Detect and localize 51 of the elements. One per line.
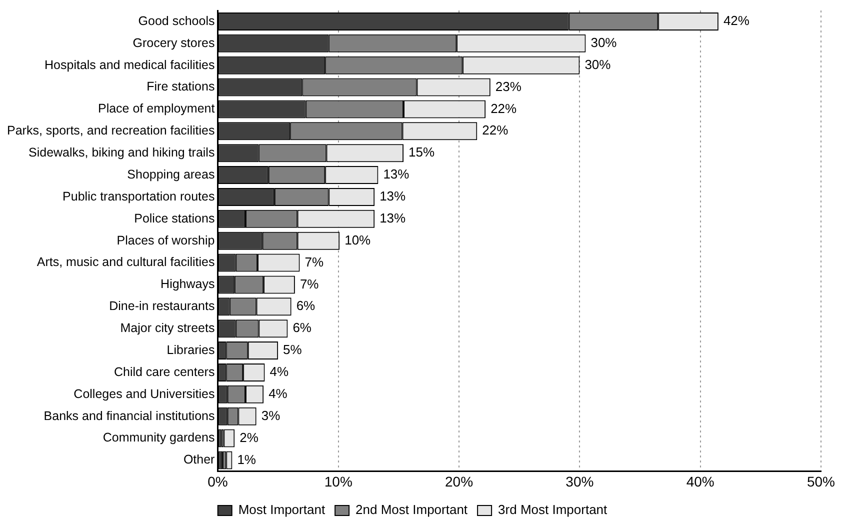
- total-label: 7%: [300, 276, 320, 292]
- total-label: 4%: [270, 364, 290, 380]
- total-label: 23%: [495, 78, 522, 94]
- total-label: 7%: [304, 254, 324, 270]
- y-tick-label: Sidewalks, biking and hiking trails: [28, 146, 215, 160]
- x-tick-label: 10%: [324, 473, 352, 490]
- total-label: 1%: [237, 452, 256, 467]
- legend-label: 2nd Most Important: [356, 502, 468, 518]
- y-tick-label: Police stations: [134, 211, 215, 226]
- y-tick-label: Fire stations: [146, 80, 215, 94]
- y-tick-label: Shopping areas: [127, 167, 215, 182]
- y-tick-label: Place of employment: [98, 102, 216, 116]
- legend-label: Most Important: [238, 502, 326, 518]
- total-label: 13%: [380, 188, 406, 204]
- x-tick-label: 30%: [566, 473, 594, 490]
- y-tick-label: Child care centers: [114, 364, 215, 379]
- x-tick-label: 40%: [686, 473, 714, 490]
- total-label: 5%: [283, 342, 302, 358]
- y-tick-label: Public transportation routes: [62, 189, 215, 204]
- x-tick-label: 20%: [445, 473, 474, 490]
- legend-label: 3rd Most Important: [498, 502, 608, 518]
- total-label: 22%: [490, 100, 518, 116]
- y-tick-label: Community gardens: [102, 430, 215, 445]
- total-label: 42%: [723, 13, 750, 28]
- total-label: 3%: [261, 408, 281, 423]
- total-label: 4%: [268, 386, 288, 401]
- y-tick-label: Hospitals and medical facilities: [44, 58, 215, 72]
- y-tick-label: Banks and financial institutions: [44, 408, 215, 423]
- total-label: 13%: [380, 210, 406, 226]
- y-tick-label: Good schools: [138, 14, 215, 28]
- y-tick-label: Arts, music and cultural facilities: [36, 255, 215, 270]
- total-label: 30%: [590, 34, 618, 50]
- y-tick-label: Highways: [160, 277, 215, 292]
- total-label: 6%: [296, 298, 316, 314]
- y-tick-label: Parks, sports, and recreation facilities: [6, 124, 215, 138]
- total-label: 6%: [292, 320, 312, 336]
- total-label: 30%: [584, 56, 612, 72]
- y-tick-label: Colleges and Universities: [74, 386, 215, 401]
- y-tick-label: Major city streets: [120, 321, 215, 336]
- total-label: 10%: [344, 232, 372, 248]
- y-tick-label: Places of worship: [116, 233, 215, 248]
- y-tick-label: Grocery stores: [132, 36, 215, 50]
- y-tick-label: Other: [183, 452, 215, 467]
- total-label: 13%: [383, 166, 410, 182]
- total-label: 15%: [408, 144, 435, 160]
- x-tick-label: 0%: [208, 473, 228, 490]
- y-tick-label: Dine-in restaurants: [109, 299, 215, 314]
- total-label: 2%: [240, 430, 259, 445]
- total-label: 22%: [482, 122, 509, 138]
- x-tick-label: 50%: [806, 473, 836, 490]
- y-tick-label: Libraries: [166, 342, 215, 357]
